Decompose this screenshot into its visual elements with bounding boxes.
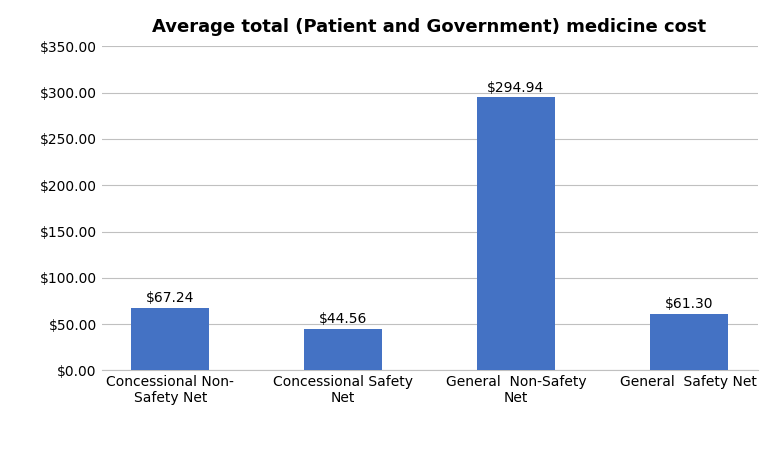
Text: $61.30: $61.30 [665,297,713,311]
Title: Average total (Patient and Government) medicine cost: Average total (Patient and Government) m… [152,19,707,37]
Bar [650,313,728,370]
Bar [305,329,382,370]
Bar [131,308,209,370]
Bar [477,97,555,370]
Text: $44.56: $44.56 [319,313,367,326]
Text: $294.94: $294.94 [487,81,544,94]
Text: $67.24: $67.24 [146,291,194,306]
